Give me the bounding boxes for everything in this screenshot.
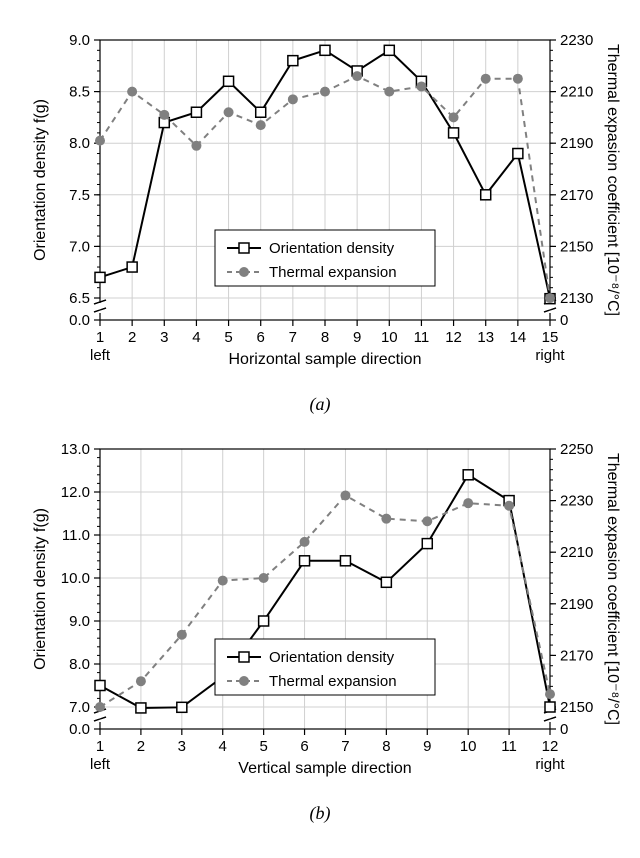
svg-text:9: 9 (353, 329, 361, 346)
svg-text:12: 12 (542, 738, 559, 755)
svg-text:1: 1 (96, 329, 104, 346)
svg-text:4: 4 (192, 329, 200, 346)
svg-text:Vertical sample direction: Vertical sample direction (238, 760, 411, 777)
svg-text:7: 7 (341, 738, 349, 755)
svg-text:2: 2 (137, 738, 145, 755)
svg-text:8.5: 8.5 (69, 84, 90, 101)
svg-text:2170: 2170 (560, 647, 593, 664)
svg-text:5: 5 (224, 329, 232, 346)
svg-text:14: 14 (510, 329, 527, 346)
svg-text:2150: 2150 (560, 238, 593, 255)
svg-text:10: 10 (381, 329, 398, 346)
svg-text:1: 1 (96, 738, 104, 755)
svg-text:4: 4 (219, 738, 227, 755)
svg-text:6: 6 (257, 329, 265, 346)
svg-text:2190: 2190 (560, 596, 593, 613)
svg-text:11: 11 (414, 329, 430, 346)
svg-text:Orientation density: Orientation density (269, 240, 395, 257)
svg-text:Orientation density f(g): Orientation density f(g) (32, 99, 49, 261)
svg-text:0: 0 (560, 721, 568, 738)
chart-a-svg: 0.06.57.07.58.08.59.00213021502170219022… (20, 20, 620, 390)
svg-text:Orientation density f(g): Orientation density f(g) (32, 508, 49, 670)
svg-text:15: 15 (542, 329, 559, 346)
svg-text:7.0: 7.0 (69, 238, 90, 255)
svg-text:2190: 2190 (560, 135, 593, 152)
svg-text:6.5: 6.5 (69, 290, 90, 307)
svg-text:7.5: 7.5 (69, 187, 90, 204)
svg-text:9: 9 (423, 738, 431, 755)
svg-text:3: 3 (178, 738, 186, 755)
svg-text:11: 11 (501, 738, 517, 755)
svg-text:13.0: 13.0 (61, 441, 90, 458)
svg-text:0.0: 0.0 (69, 312, 90, 329)
svg-text:8: 8 (382, 738, 390, 755)
chart-b: 0.07.08.09.010.011.012.013.0021502170219… (20, 429, 620, 824)
svg-text:2230: 2230 (560, 32, 593, 49)
svg-text:Thermal expasion coefficient [: Thermal expasion coefficient [10⁻⁸/°C] (604, 44, 620, 316)
svg-text:2130: 2130 (560, 290, 593, 307)
svg-text:0.0: 0.0 (69, 721, 90, 738)
svg-text:8: 8 (321, 329, 329, 346)
svg-text:10: 10 (460, 738, 477, 755)
svg-text:13: 13 (477, 329, 494, 346)
svg-text:9.0: 9.0 (69, 613, 90, 630)
svg-text:8.0: 8.0 (69, 135, 90, 152)
svg-text:11.0: 11.0 (62, 527, 90, 544)
svg-text:6: 6 (300, 738, 308, 755)
svg-text:2250: 2250 (560, 441, 593, 458)
svg-text:2210: 2210 (560, 544, 593, 561)
svg-text:Horizontal sample direction: Horizontal sample direction (229, 351, 422, 368)
svg-text:10.0: 10.0 (61, 570, 90, 587)
svg-text:9.0: 9.0 (69, 32, 90, 49)
svg-text:2230: 2230 (560, 493, 593, 510)
svg-text:left: left (90, 347, 111, 364)
svg-text:2170: 2170 (560, 187, 593, 204)
svg-text:3: 3 (160, 329, 168, 346)
svg-text:8.0: 8.0 (69, 656, 90, 673)
svg-text:right: right (535, 756, 565, 773)
svg-text:Orientation density: Orientation density (269, 649, 395, 666)
svg-text:7.0: 7.0 (69, 699, 90, 716)
svg-text:right: right (535, 347, 565, 364)
svg-text:0: 0 (560, 312, 568, 329)
svg-text:2210: 2210 (560, 84, 593, 101)
svg-text:Thermal expasion coefficient [: Thermal expasion coefficient [10⁻⁸/°C] (604, 453, 620, 725)
svg-text:12: 12 (445, 329, 462, 346)
svg-text:2: 2 (128, 329, 136, 346)
svg-text:5: 5 (259, 738, 267, 755)
svg-text:left: left (90, 756, 111, 773)
svg-text:12.0: 12.0 (61, 484, 90, 501)
svg-text:Thermal expansion: Thermal expansion (269, 673, 397, 690)
svg-text:7: 7 (289, 329, 297, 346)
chart-b-caption: (b) (20, 803, 620, 824)
chart-a-caption: (a) (20, 394, 620, 415)
svg-text:2150: 2150 (560, 699, 593, 716)
chart-a: 0.06.57.07.58.08.59.00213021502170219022… (20, 20, 620, 415)
chart-b-svg: 0.07.08.09.010.011.012.013.0021502170219… (20, 429, 620, 799)
svg-text:Thermal expansion: Thermal expansion (269, 264, 397, 281)
